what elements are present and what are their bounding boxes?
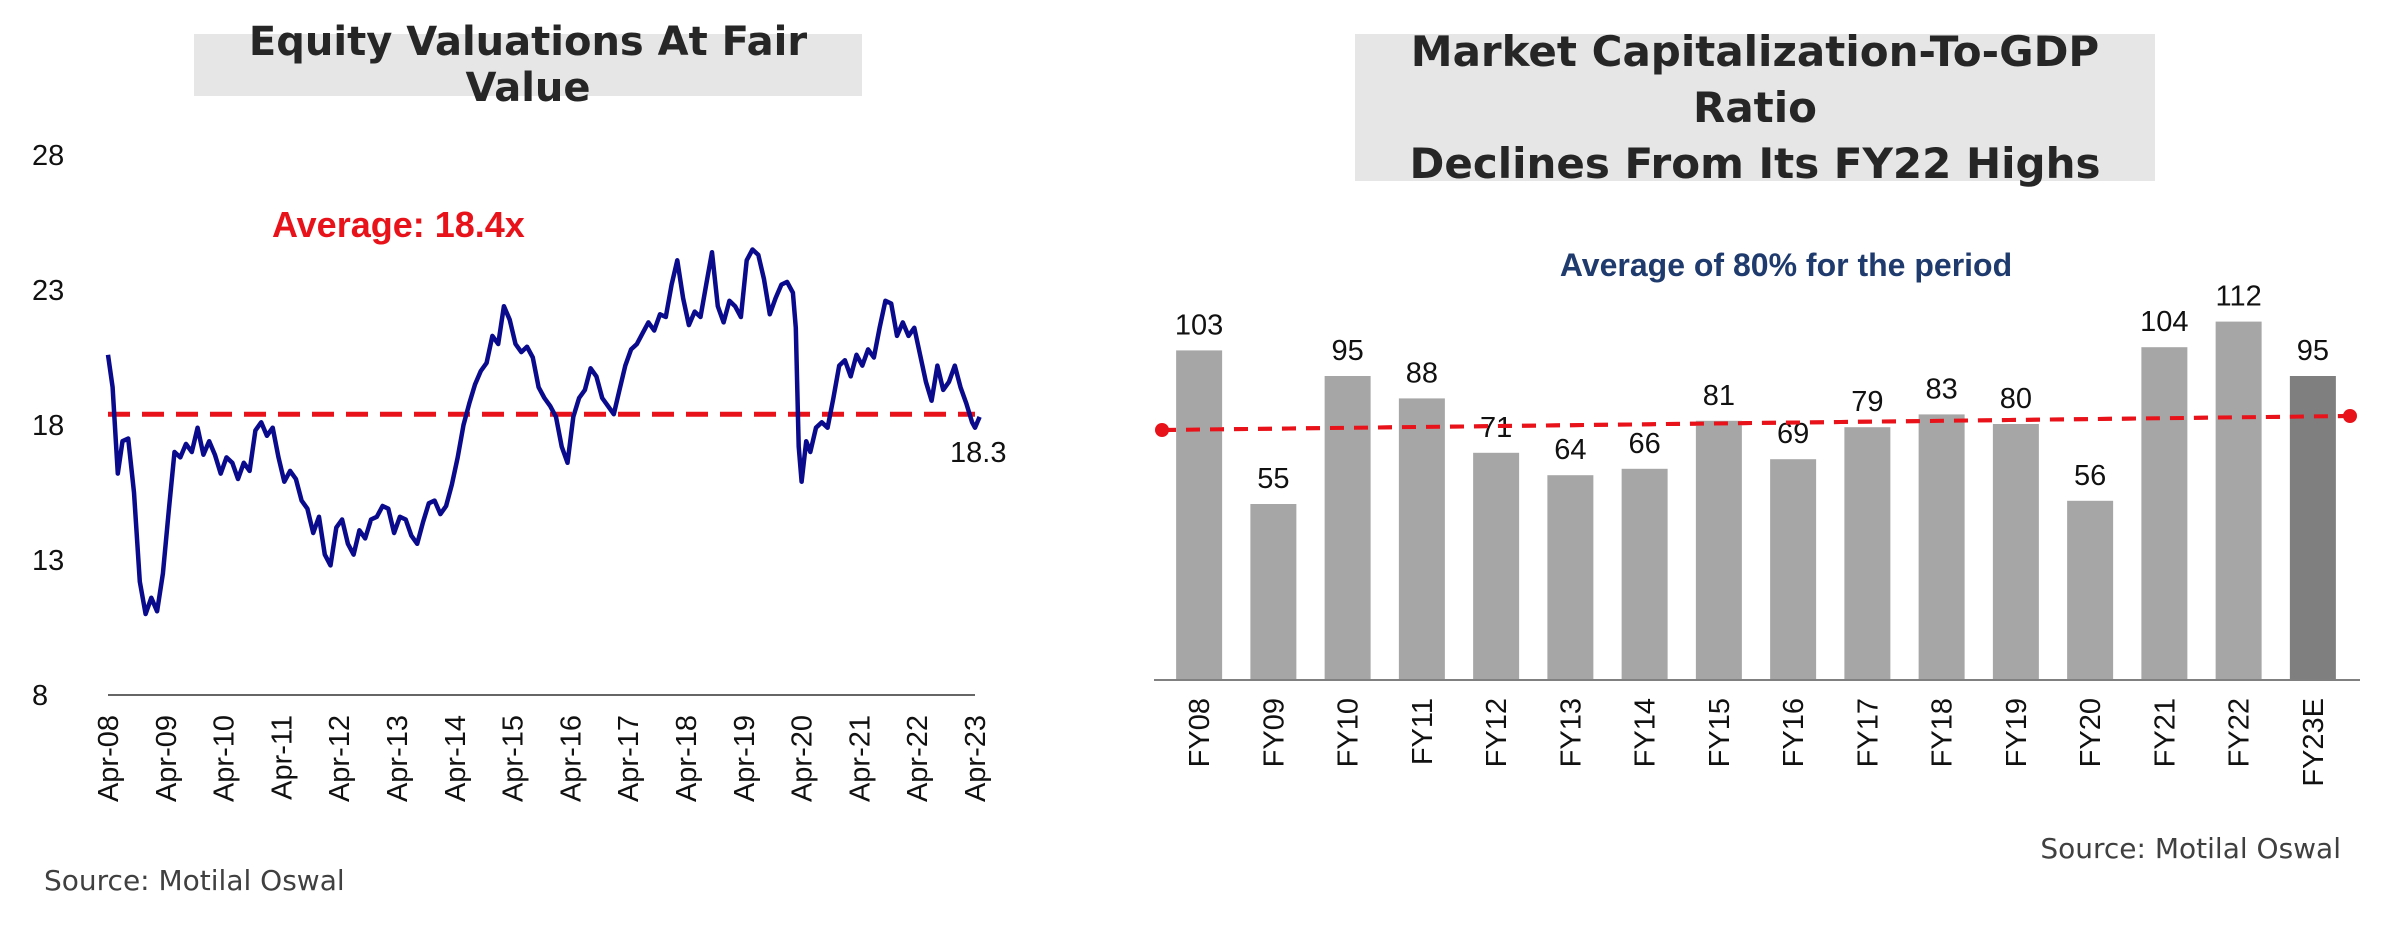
category-label-FY13: FY13 [1555, 698, 1587, 767]
category-label-FY12: FY12 [1481, 698, 1513, 767]
bar-FY12 [1473, 452, 1520, 680]
category-label-FY20: FY20 [2075, 698, 2107, 767]
mcap-gdp-panel: Market Capitalization-To-GDP Ratio Decli… [1110, 0, 2385, 943]
bar-value-FY14: 66 [1628, 428, 1660, 460]
bar-FY19 [1992, 424, 2039, 680]
bar-FY21 [2141, 347, 2188, 680]
pe-chart-source: Source: Motilal Oswal [44, 864, 345, 897]
bar-value-FY09: 55 [1257, 463, 1289, 495]
bar-value-FY13: 64 [1554, 434, 1586, 466]
category-label-FY11: FY11 [1407, 698, 1439, 765]
bar-value-FY10: 95 [1331, 335, 1363, 367]
category-label-FY17: FY17 [1852, 698, 1884, 767]
category-label-FY15: FY15 [1704, 698, 1736, 767]
bar-FY08 [1176, 350, 1223, 680]
category-label-FY10: FY10 [1333, 698, 1365, 767]
bar-value-FY11: 88 [1406, 357, 1438, 389]
category-label-FY16: FY16 [1778, 698, 1810, 767]
bar-value-FY22: 112 [2216, 281, 2262, 313]
bar-value-FY21: 104 [2140, 306, 2188, 338]
bar-FY17 [1844, 427, 1891, 680]
y-tick-label-4: 28 [32, 140, 64, 172]
category-label-FY23E: FY23E [2298, 698, 2330, 787]
average-label: Average: 18.4x [272, 204, 525, 245]
bar-value-FY19: 80 [2000, 383, 2032, 415]
last-value-label: 18.3 [950, 437, 1006, 469]
mcap-gdp-title-line2: Declines From Its FY22 Highs [1409, 138, 2101, 188]
x-tick-label-7: Apr-15 [498, 715, 530, 802]
pe-series-line [105, 247, 982, 617]
bar-FY11 [1398, 398, 1445, 680]
bar-FY09 [1250, 504, 1297, 680]
x-tick-label-8: Apr-16 [555, 715, 587, 802]
x-tick-label-6: Apr-14 [440, 715, 472, 802]
x-tick-label-4: Apr-12 [324, 715, 356, 802]
x-tick-label-0: Apr-08 [93, 715, 125, 802]
y-tick-label-0: 8 [32, 680, 48, 712]
bar-FY20 [2067, 500, 2114, 680]
bar-value-FY08: 103 [1175, 309, 1223, 341]
x-tick-label-11: Apr-19 [729, 715, 761, 802]
x-tick-label-1: Apr-09 [151, 715, 183, 802]
x-tick-label-2: Apr-10 [209, 715, 241, 802]
mcap-gdp-source: Source: Motilal Oswal [2040, 832, 2341, 865]
mcap-gdp-title-line1: Market Capitalization-To-GDP Ratio [1410, 26, 2100, 132]
bar-FY13 [1547, 475, 1594, 680]
pe-chart-panel: Equity Valuations At Fair Value 8 13 18 23 2… [0, 0, 1030, 943]
x-tick-label-14: Apr-22 [902, 715, 934, 802]
pe-line-chart: 8 13 18 23 28 Apr-08 Apr-09 Apr-10 Apr-11 Apr-12 A… [32, 140, 1006, 802]
x-tick-label-3: Apr-11 [266, 715, 298, 800]
pe-chart-title: Equity Valuations At Fair Value [194, 19, 862, 111]
x-tick-label-12: Apr-20 [787, 715, 819, 802]
bar-FY23E [2289, 376, 2336, 680]
x-tick-label-13: Apr-21 [844, 715, 876, 802]
category-label-FY18: FY18 [1927, 698, 1959, 767]
bar-value-FY17: 79 [1851, 386, 1883, 418]
bar-FY10 [1324, 376, 1371, 680]
category-label-FY19: FY19 [2001, 698, 2033, 767]
bar-value-FY18: 83 [1925, 373, 1957, 405]
mcap-gdp-title: Market Capitalization-To-GDP Ratio Decli… [1355, 27, 2155, 188]
pe-chart-title-text: Equity Valuations At Fair Value [248, 19, 808, 111]
category-label-FY09: FY09 [1258, 698, 1290, 767]
bar-value-FY23E: 95 [2297, 335, 2329, 367]
average-line-front [1161, 414, 2351, 432]
x-tick-label-15: Apr-23 [960, 715, 992, 802]
bar-FY16 [1770, 459, 1817, 680]
mcap-gdp-bar-chart: 103FY0855FY0995FY1088FY1171FY1264FY1366F… [1154, 247, 2360, 787]
x-tick-label-10: Apr-18 [671, 715, 703, 802]
category-label-FY08: FY08 [1184, 698, 1216, 767]
y-tick-label-1: 13 [32, 545, 64, 577]
average-annotation: Average of 80% for the period [1560, 247, 2012, 283]
y-tick-label-3: 23 [32, 275, 64, 307]
x-tick-label-5: Apr-13 [382, 715, 414, 802]
bar-FY22 [2215, 321, 2262, 680]
bar-value-FY20: 56 [2074, 460, 2106, 492]
category-label-FY14: FY14 [1630, 698, 1662, 767]
category-label-FY22: FY22 [2224, 698, 2256, 767]
bar-FY15 [1695, 420, 1742, 680]
bar-FY14 [1621, 468, 1668, 680]
bar-FY18 [1918, 414, 1965, 680]
y-tick-label-2: 18 [32, 410, 64, 442]
category-label-FY21: FY21 [2149, 698, 2181, 767]
bar-value-FY15: 81 [1703, 380, 1735, 412]
x-tick-label-9: Apr-17 [613, 715, 645, 802]
